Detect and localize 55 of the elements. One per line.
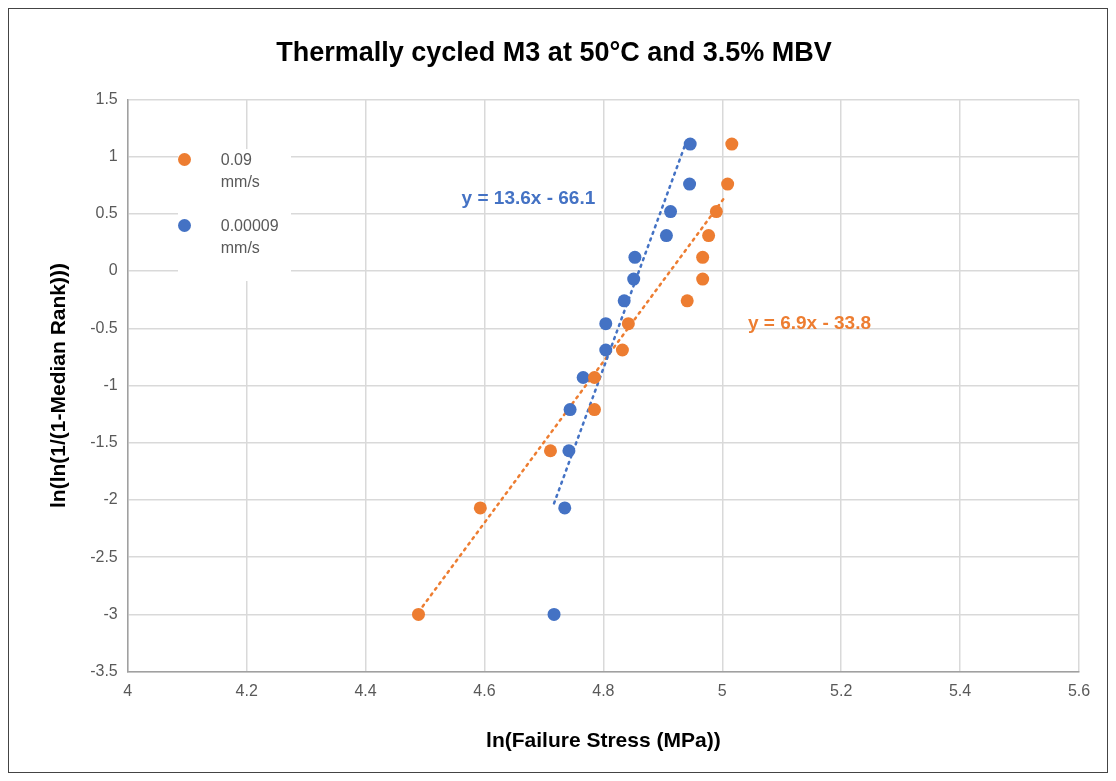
point xyxy=(615,343,629,357)
y-tick-label: 0.5 xyxy=(95,204,118,222)
point xyxy=(473,501,487,515)
point xyxy=(709,205,723,219)
point xyxy=(627,272,641,286)
point xyxy=(696,250,710,264)
x-tick-label: 5.2 xyxy=(830,681,853,699)
point xyxy=(725,137,739,151)
y-tick-label: 1.5 xyxy=(95,89,118,107)
x-tick-label: 5.6 xyxy=(1067,681,1091,699)
y-tick-label: -0.5 xyxy=(90,318,118,336)
y-tick-label: 0 xyxy=(108,261,118,279)
point xyxy=(558,501,572,515)
point xyxy=(587,370,601,384)
y-tick-label: -1 xyxy=(103,375,118,393)
point xyxy=(617,294,631,308)
y-tick-label: -1.5 xyxy=(90,433,118,451)
x-tick-label: 4.8 xyxy=(592,681,615,699)
point xyxy=(680,294,694,308)
point xyxy=(562,444,576,458)
annotation: y = 6.9x - 33.8 xyxy=(747,312,872,334)
point xyxy=(683,177,697,191)
x-tick-label: 4.4 xyxy=(354,681,377,699)
point xyxy=(628,250,642,264)
point xyxy=(547,607,561,621)
y-tick-label: -2 xyxy=(103,490,118,508)
y-tick-label: -3 xyxy=(103,604,118,622)
point xyxy=(543,444,557,458)
x-tick-label: 5.4 xyxy=(948,681,972,699)
point xyxy=(696,272,710,286)
point xyxy=(621,317,635,331)
legend-label: 0.00009 mm/s xyxy=(220,216,280,259)
point xyxy=(702,229,716,243)
x-tick-label: 5 xyxy=(717,681,727,699)
x-tick-label: 4.6 xyxy=(473,681,496,699)
point xyxy=(411,607,425,621)
annotation: y = 13.6x - 66.1 xyxy=(461,187,596,209)
chart-title: Thermally cycled M3 at 50°C and 3.5% MBV xyxy=(276,36,832,67)
x-tick-label: 4.2 xyxy=(235,681,258,699)
point xyxy=(599,317,613,331)
point xyxy=(599,343,613,357)
x-tick-label: 4 xyxy=(123,681,133,699)
point xyxy=(563,403,577,417)
y-axis-title: ln(ln(1/(1-Median Rank))) xyxy=(46,263,70,508)
x-axis-title: ln(Failure Stress (MPa)) xyxy=(486,728,721,752)
legend-label: 0.09 mm/s xyxy=(220,150,261,193)
point xyxy=(721,177,735,191)
point xyxy=(664,205,678,219)
y-tick-label: -3.5 xyxy=(90,662,118,680)
point xyxy=(659,229,673,243)
point xyxy=(683,137,697,151)
y-tick-label: 1 xyxy=(108,147,118,165)
y-tick-label: -2.5 xyxy=(90,547,118,565)
point xyxy=(587,403,601,417)
point xyxy=(576,370,590,384)
